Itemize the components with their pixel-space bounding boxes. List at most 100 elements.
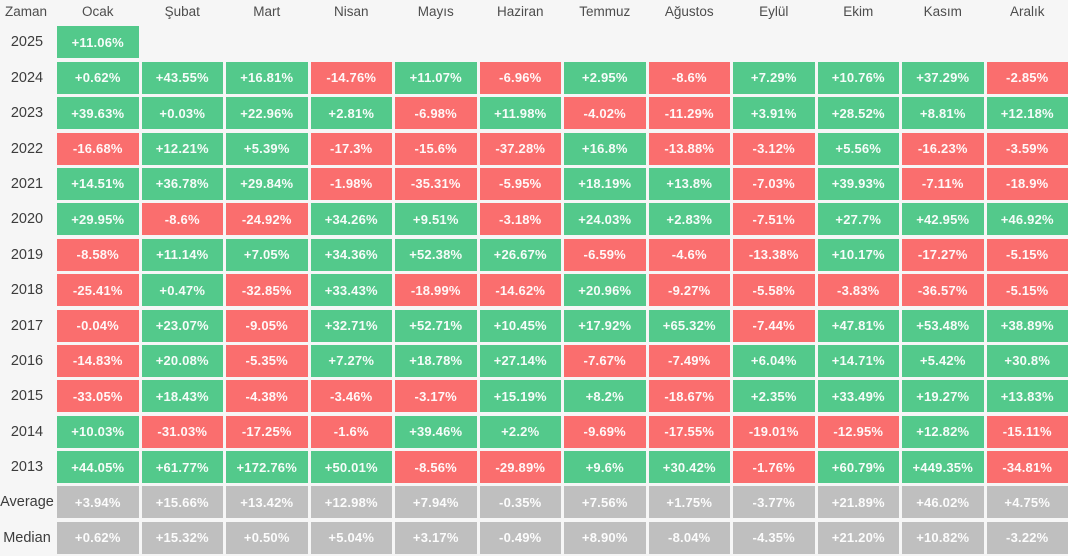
empty-cell — [564, 26, 646, 58]
return-value-cell: -17.55% — [648, 415, 730, 448]
return-value-cell: +8.90% — [564, 521, 646, 554]
return-value-cell: -5.15% — [986, 274, 1068, 307]
return-value-cell: -9.69% — [564, 415, 646, 448]
return-value-cell: +10.17% — [817, 238, 899, 271]
empty-cell — [902, 26, 984, 58]
return-value-cell: -7.44% — [733, 309, 815, 342]
return-value-cell: +0.47% — [141, 274, 223, 307]
return-value-cell: +27.7% — [817, 203, 899, 236]
return-value-cell: -4.35% — [733, 521, 815, 554]
return-value-cell: +7.05% — [226, 238, 308, 271]
return-value-cell: +7.29% — [733, 61, 815, 94]
return-value-cell: -9.05% — [226, 309, 308, 342]
return-value-cell: -37.28% — [479, 132, 561, 165]
row-label-2023: 2023 — [10, 105, 44, 122]
row-label-2019: 2019 — [10, 246, 44, 263]
return-value-cell: +2.83% — [648, 203, 730, 236]
return-value-cell: +7.56% — [564, 486, 646, 519]
column-header-month: Şubat — [164, 4, 200, 19]
return-value-cell: +2.2% — [479, 415, 561, 448]
return-value-cell: +28.52% — [817, 97, 899, 130]
row-label-2014: 2014 — [10, 423, 44, 440]
return-value-cell: -14.62% — [479, 274, 561, 307]
return-value-cell: +46.92% — [986, 203, 1068, 236]
return-value-cell: +36.78% — [141, 167, 223, 200]
return-value-cell: -3.77% — [733, 486, 815, 519]
return-value-cell: -8.58% — [57, 238, 139, 271]
return-value-cell: +15.66% — [141, 486, 223, 519]
return-value-cell: +42.95% — [902, 203, 984, 236]
column-header-month: Temmuz — [579, 4, 631, 19]
return-value-cell: -33.05% — [57, 380, 139, 413]
return-value-cell: +30.8% — [986, 344, 1068, 377]
return-value-cell: +5.56% — [817, 132, 899, 165]
row-label-2013: 2013 — [10, 459, 44, 476]
return-value-cell: +0.03% — [141, 97, 223, 130]
return-value-cell: -17.27% — [902, 238, 984, 271]
return-value-cell: -3.46% — [310, 380, 392, 413]
return-value-cell: +449.35% — [902, 451, 984, 484]
return-value-cell: -7.51% — [733, 203, 815, 236]
return-value-cell: -17.25% — [226, 415, 308, 448]
return-value-cell: -35.31% — [395, 167, 477, 200]
return-value-cell: +8.81% — [902, 97, 984, 130]
return-value-cell: +12.21% — [141, 132, 223, 165]
empty-cell — [733, 26, 815, 58]
return-value-cell: -5.95% — [479, 167, 561, 200]
return-value-cell: -25.41% — [57, 274, 139, 307]
return-value-cell: +18.43% — [141, 380, 223, 413]
return-value-cell: +44.05% — [57, 451, 139, 484]
row-label-average: Average — [0, 494, 54, 511]
return-value-cell: -4.6% — [648, 238, 730, 271]
return-value-cell: -8.6% — [141, 203, 223, 236]
return-value-cell: +30.42% — [648, 451, 730, 484]
return-value-cell: -29.89% — [479, 451, 561, 484]
row-label-2016: 2016 — [10, 352, 44, 369]
column-header-month: Mayıs — [417, 4, 454, 19]
column-header-zaman: Zaman — [5, 4, 48, 19]
return-value-cell: -17.3% — [310, 132, 392, 165]
column-header-month: Mart — [253, 4, 281, 19]
return-value-cell: +43.55% — [141, 61, 223, 94]
return-value-cell: +33.43% — [310, 274, 392, 307]
return-value-cell: +5.04% — [310, 521, 392, 554]
return-value-cell: +61.77% — [141, 451, 223, 484]
return-value-cell: +29.84% — [226, 167, 308, 200]
return-value-cell: -24.92% — [226, 203, 308, 236]
empty-cell — [987, 26, 1068, 58]
return-value-cell: +12.18% — [986, 97, 1068, 130]
row-label-2017: 2017 — [10, 317, 44, 334]
return-value-cell: -34.81% — [986, 451, 1068, 484]
return-value-cell: +39.46% — [395, 415, 477, 448]
return-value-cell: +16.81% — [226, 61, 308, 94]
return-value-cell: +20.96% — [564, 274, 646, 307]
return-value-cell: +6.04% — [733, 344, 815, 377]
return-value-cell: -3.59% — [986, 132, 1068, 165]
return-value-cell: +1.75% — [648, 486, 730, 519]
row-label-2020: 2020 — [10, 211, 44, 228]
return-value-cell: +27.14% — [479, 344, 561, 377]
return-value-cell: +7.94% — [395, 486, 477, 519]
row-label-2025: 2025 — [10, 34, 44, 51]
column-header-month: Eylül — [759, 4, 789, 19]
return-value-cell: +12.98% — [310, 486, 392, 519]
return-value-cell: +50.01% — [310, 451, 392, 484]
empty-cell — [142, 26, 224, 58]
return-value-cell: +19.27% — [902, 380, 984, 413]
row-label-2021: 2021 — [10, 175, 44, 192]
return-value-cell: -0.04% — [57, 309, 139, 342]
return-value-cell: -31.03% — [141, 415, 223, 448]
return-value-cell: +21.89% — [817, 486, 899, 519]
return-value-cell: +7.27% — [310, 344, 392, 377]
return-value-cell: -4.02% — [564, 97, 646, 130]
column-header-month: Ağustos — [664, 4, 714, 19]
return-value-cell: -5.35% — [226, 344, 308, 377]
return-value-cell: -19.01% — [733, 415, 815, 448]
return-value-cell: +2.81% — [310, 97, 392, 130]
return-value-cell: +23.07% — [141, 309, 223, 342]
return-value-cell: +34.36% — [310, 238, 392, 271]
return-value-cell: -9.27% — [648, 274, 730, 307]
column-header-month: Ocak — [81, 4, 114, 19]
return-value-cell: +37.29% — [902, 61, 984, 94]
return-value-cell: +8.2% — [564, 380, 646, 413]
